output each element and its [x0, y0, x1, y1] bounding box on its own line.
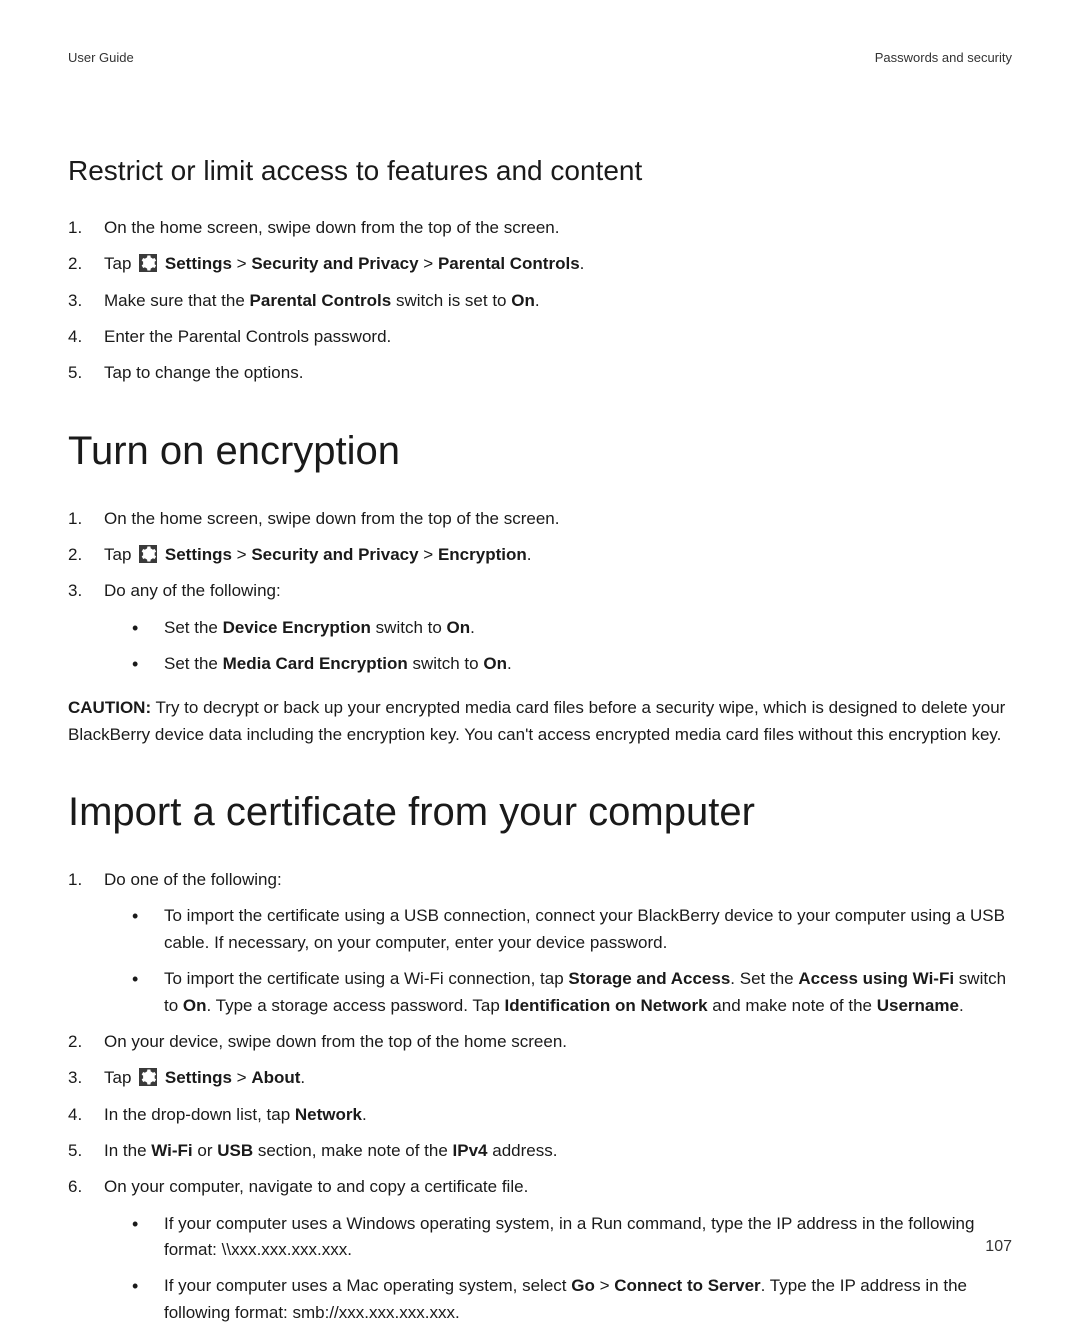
list-item: Tap to change the options. [68, 360, 1012, 386]
list-item: To import the certificate using a Wi-Fi … [132, 966, 1012, 1019]
list-item: Tap Settings > About. [68, 1065, 1012, 1091]
header-left: User Guide [68, 50, 134, 65]
list-item: In the Wi-Fi or USB section, make note o… [68, 1138, 1012, 1164]
list-item: If your computer uses a Windows operatin… [132, 1211, 1012, 1264]
list-item: Tap Settings > Security and Privacy > En… [68, 542, 1012, 568]
list-item: Enter the Parental Controls password. [68, 324, 1012, 350]
list-item: On your device, swipe down from the top … [68, 1029, 1012, 1055]
list-item: Tap Settings > Security and Privacy > Pa… [68, 251, 1012, 277]
settings-icon [138, 1068, 158, 1086]
restrict-heading: Restrict or limit access to features and… [68, 155, 1012, 187]
page-header: User Guide Passwords and security [68, 50, 1012, 65]
header-right: Passwords and security [875, 50, 1012, 65]
list-item: Set the Media Card Encryption switch to … [132, 651, 1012, 677]
caution-text: CAUTION: Try to decrypt or back up your … [68, 695, 1012, 748]
restrict-steps: On the home screen, swipe down from the … [68, 215, 1012, 387]
list-item: On the home screen, swipe down from the … [68, 506, 1012, 532]
list-item: To import the certificate using a USB co… [132, 903, 1012, 956]
encryption-bullets: Set the Device Encryption switch to On. … [104, 615, 1012, 678]
list-item: Do one of the following: To import the c… [68, 867, 1012, 1019]
import-bullets-2: If your computer uses a Windows operatin… [104, 1211, 1012, 1326]
encryption-heading: Turn on encryption [68, 429, 1012, 474]
list-item: Do any of the following: Set the Device … [68, 578, 1012, 677]
import-heading: Import a certificate from your computer [68, 790, 1012, 835]
list-item: Make sure that the Parental Controls swi… [68, 288, 1012, 314]
list-item: If your computer uses a Mac operating sy… [132, 1273, 1012, 1326]
encryption-steps: On the home screen, swipe down from the … [68, 506, 1012, 678]
page-number: 107 [985, 1238, 1012, 1256]
list-item: On your computer, navigate to and copy a… [68, 1174, 1012, 1326]
settings-icon [138, 545, 158, 563]
settings-icon [138, 254, 158, 272]
import-steps: Do one of the following: To import the c… [68, 867, 1012, 1326]
list-item: Set the Device Encryption switch to On. [132, 615, 1012, 641]
list-item: On the home screen, swipe down from the … [68, 215, 1012, 241]
list-item: In the drop-down list, tap Network. [68, 1102, 1012, 1128]
import-bullets-1: To import the certificate using a USB co… [104, 903, 1012, 1018]
